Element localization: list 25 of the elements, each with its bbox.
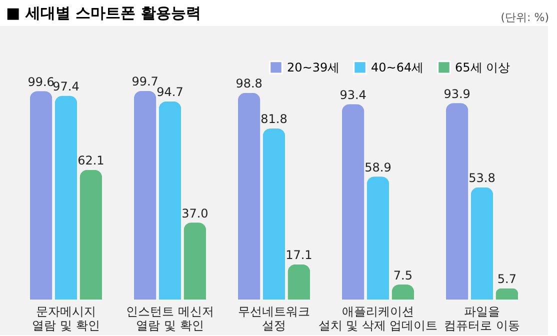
data-label: 99.7 xyxy=(132,74,158,89)
text: (단위: %) xyxy=(500,10,549,25)
data-label: 62.1 xyxy=(78,154,104,168)
data-label: 53.8 xyxy=(468,171,496,186)
x-tick-label: 인스턴트 메신저 열람 및 확인 xyxy=(126,304,214,332)
chart-title: ■ 세대별 스마트폰 활용능력 xyxy=(6,4,201,23)
data-label: 94.7 xyxy=(156,85,184,100)
legend-label: 40~64세 xyxy=(371,60,424,74)
legend-label: 20~39세 xyxy=(287,60,340,74)
x-tick-label: 파일을 컴퓨터로 이동 xyxy=(444,304,520,332)
data-label: 37.0 xyxy=(182,206,208,220)
data-label: 93.4 xyxy=(340,88,366,102)
data-label: 81.8 xyxy=(260,112,288,126)
x-tick-label: 문자메시지 열람 및 확인 xyxy=(32,304,100,332)
data-label: 99.6 xyxy=(28,74,54,89)
data-label: 98.8 xyxy=(236,76,262,91)
data-label: 58.9 xyxy=(364,160,392,174)
x-tick-label: 무선네트워크 설정 xyxy=(238,304,310,332)
data-label: 7.5 xyxy=(393,268,412,282)
data-label: 93.9 xyxy=(444,86,470,101)
data-label: 97.4 xyxy=(52,79,80,94)
data-label: 17.1 xyxy=(286,248,312,262)
legend-label: 65세 이상 xyxy=(455,60,510,74)
data-label: 5.7 xyxy=(497,272,516,286)
x-tick-label: 애플리케이션 설치 및 삭제 업데이트 xyxy=(318,304,438,332)
